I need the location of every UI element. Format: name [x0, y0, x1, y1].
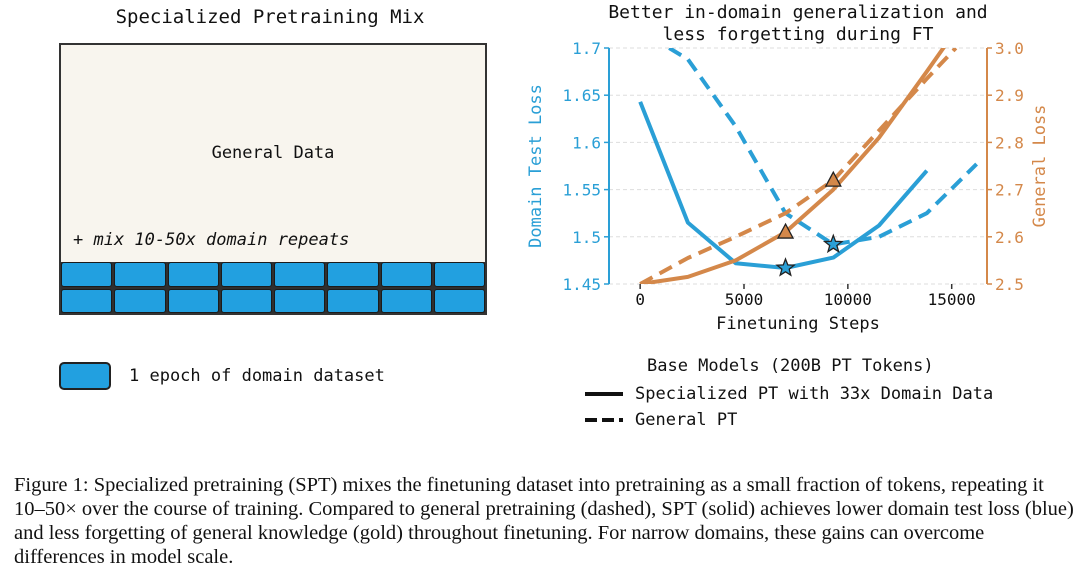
- left-axis-label: Domain Test Loss: [526, 84, 546, 248]
- x-tick-label: 0: [635, 290, 645, 309]
- pretraining-mix-box: General Data + mix 10-50x domain repeats: [59, 43, 487, 315]
- series-line: [639, 48, 958, 284]
- series-line: [668, 48, 979, 247]
- legend-solid-line: [585, 392, 623, 396]
- triangle-marker: [776, 222, 795, 239]
- domain-epoch-block: [220, 262, 272, 287]
- legend-item-general: General PT: [585, 410, 737, 430]
- domain-epoch-block: [61, 288, 113, 313]
- legend-dashed-line: [585, 418, 623, 422]
- domain-epoch-block: [167, 288, 219, 313]
- domain-epoch-block: [327, 288, 379, 313]
- domain-epoch-block: [327, 262, 379, 287]
- domain-epoch-block: [220, 288, 272, 313]
- domain-epoch-block: [274, 262, 326, 287]
- right-axis-label: General Loss: [1030, 105, 1050, 228]
- domain-repeats-label: + mix 10-50x domain repeats: [73, 230, 350, 250]
- domain-epoch-block: [380, 262, 432, 287]
- left-tick-label: 1.6: [572, 133, 601, 152]
- right-tick-label: 2.6: [995, 228, 1024, 247]
- legend-item-label: Specialized PT with 33x Domain Data: [635, 384, 994, 404]
- left-tick-label: 1.65: [562, 86, 601, 105]
- chart-title-line: less forgetting during FT: [663, 24, 934, 45]
- left-tick-label: 1.7: [572, 39, 601, 58]
- chart-legend-title: Base Models (200B PT Tokens): [647, 356, 934, 376]
- left-legend: 1 epoch of domain dataset: [59, 362, 385, 390]
- legend-item-specialized: Specialized PT with 33x Domain Data: [585, 384, 993, 404]
- domain-epoch-block: [433, 262, 485, 287]
- series-line: [639, 48, 946, 284]
- right-tick-label: 2.7: [995, 181, 1024, 200]
- loss-chart: 1.45 1.5 1.55 1.6 1.65 1.7 2.5 2.6 2.7 2.8 2.9 3.0 0…: [526, 2, 1050, 334]
- right-tick-label: 2.9: [995, 86, 1024, 105]
- domain-epoch-swatch: [59, 362, 111, 390]
- right-tick-label: 2.5: [995, 275, 1024, 294]
- domain-epoch-legend-label: 1 epoch of domain dataset: [129, 366, 385, 386]
- domain-epoch-blocks: [61, 262, 485, 313]
- domain-epoch-block: [167, 262, 219, 287]
- left-panel-title: Specialized Pretraining Mix: [115, 6, 425, 28]
- domain-epoch-block: [380, 288, 432, 313]
- x-tick-label: 10000: [824, 290, 872, 309]
- left-tick-label: 1.55: [562, 181, 601, 200]
- chart-title-line: Better in-domain generalization and: [608, 2, 987, 23]
- domain-epoch-block: [114, 262, 166, 287]
- figure-caption: Figure 1: Specialized pretraining (SPT) …: [14, 474, 1074, 568]
- domain-epoch-block: [274, 288, 326, 313]
- right-tick-label: 3.0: [995, 39, 1024, 58]
- star-marker: [822, 233, 844, 254]
- domain-epoch-block: [61, 262, 113, 287]
- domain-epoch-block: [114, 288, 166, 313]
- x-tick-label: 5000: [725, 290, 764, 309]
- star-marker: [775, 257, 796, 277]
- right-tick-label: 2.8: [995, 133, 1024, 152]
- x-axis-label: Finetuning Steps: [716, 314, 880, 334]
- general-data-label: General Data: [211, 143, 335, 163]
- x-tick-label: 15000: [928, 290, 976, 309]
- left-tick-label: 1.45: [562, 275, 601, 294]
- triangle-marker: [824, 170, 842, 187]
- domain-epoch-block: [433, 288, 485, 313]
- left-tick-label: 1.5: [572, 228, 601, 247]
- legend-item-label: General PT: [635, 410, 738, 430]
